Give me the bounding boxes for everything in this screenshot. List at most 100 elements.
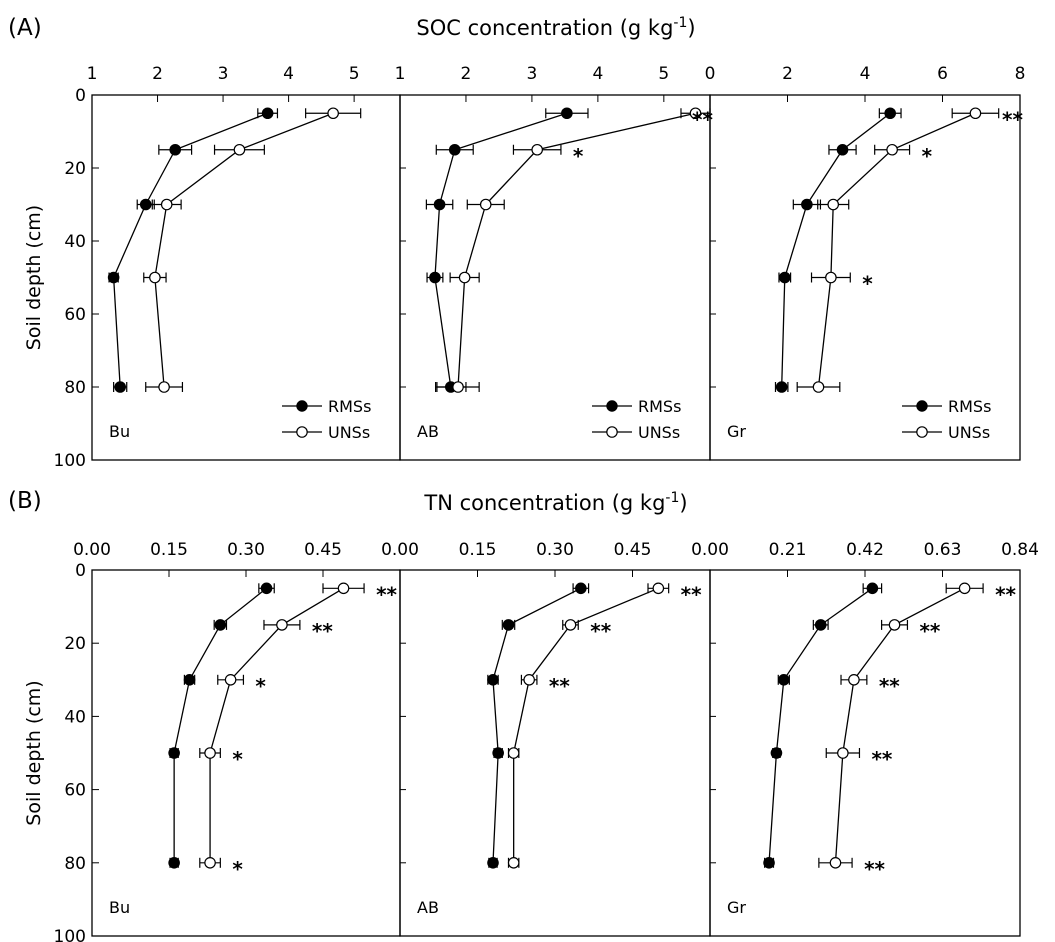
significance-mark: * bbox=[862, 272, 873, 296]
y-tick-label: 100 bbox=[54, 927, 86, 942]
x-tick-label: 0.00 bbox=[381, 540, 419, 560]
significance-mark: ** bbox=[871, 747, 892, 771]
significance-mark: ** bbox=[864, 857, 885, 881]
x-tick-label: 6 bbox=[937, 64, 948, 84]
x-tick-label: 3 bbox=[527, 64, 538, 84]
data-point-unss bbox=[233, 143, 246, 156]
y-tick-label: 40 bbox=[64, 707, 86, 727]
data-point-rmss bbox=[168, 747, 180, 759]
data-point-rmss bbox=[487, 856, 499, 869]
series-line-unss bbox=[154, 112, 334, 388]
site-label: Bu bbox=[109, 422, 130, 441]
legend-marker-unss bbox=[916, 426, 928, 438]
panel-b-tn: (B) TN concentration (g kg-1) Soil depth (… bbox=[8, 488, 1039, 942]
data-point-unss bbox=[848, 673, 860, 686]
significance-mark: ** bbox=[1002, 107, 1023, 131]
data-point-unss bbox=[886, 143, 898, 156]
subplot-ab: 0.00 0.15 0.30 0.45 AB ** ** ** bbox=[381, 540, 711, 937]
x-tick-label: 3 bbox=[218, 64, 229, 84]
y-tick-label: 0 bbox=[75, 561, 86, 581]
data-point-rmss bbox=[260, 582, 273, 595]
data-point-unss bbox=[158, 381, 170, 393]
data-point-unss bbox=[652, 582, 665, 595]
data-point-unss bbox=[958, 582, 971, 595]
site-label: Gr bbox=[727, 422, 746, 441]
x-tick-label: 2 bbox=[152, 64, 163, 84]
data-point-rmss bbox=[139, 198, 152, 211]
panel-label: (B) bbox=[8, 488, 42, 514]
plot-frame bbox=[91, 569, 401, 937]
data-point-unss bbox=[276, 619, 288, 631]
y-tick-label: 60 bbox=[64, 781, 86, 801]
series-line-unss bbox=[834, 587, 965, 863]
x-tick-label: 4 bbox=[860, 64, 871, 84]
data-point-unss bbox=[507, 747, 520, 759]
significance-mark: ** bbox=[681, 582, 702, 606]
data-point-unss bbox=[458, 271, 471, 284]
y-tick-label: 40 bbox=[64, 232, 86, 252]
y-tick-label: 80 bbox=[64, 378, 86, 398]
y-tick-label: 80 bbox=[64, 854, 86, 874]
x-tick-label: 8 bbox=[1015, 64, 1026, 84]
plot-frame bbox=[709, 569, 1021, 937]
data-point-rmss bbox=[169, 143, 182, 156]
significance-mark: ** bbox=[376, 582, 397, 606]
data-point-unss bbox=[204, 747, 216, 759]
data-point-rmss bbox=[487, 673, 499, 686]
data-point-unss bbox=[564, 619, 577, 631]
plot-frame bbox=[399, 569, 711, 937]
site-label: AB bbox=[417, 898, 439, 917]
data-point-rmss bbox=[801, 198, 813, 211]
series-line-unss bbox=[513, 587, 659, 863]
y-tick-label: 100 bbox=[54, 451, 86, 471]
y-tick-label: 60 bbox=[64, 305, 86, 325]
significance-mark: ** bbox=[879, 674, 900, 698]
significance-mark: * bbox=[232, 747, 243, 771]
x-tick-label: 0.42 bbox=[846, 540, 884, 560]
x-tick-label: 5 bbox=[658, 64, 669, 84]
significance-mark: ** bbox=[312, 619, 333, 643]
legend-label-unss: UNSs bbox=[638, 423, 680, 442]
x-tick-label: 0 bbox=[705, 64, 716, 84]
site-label: Gr bbox=[727, 898, 746, 917]
x-tick-label: 0.21 bbox=[769, 540, 807, 560]
legend-label-rmss: RMSs bbox=[638, 397, 681, 416]
data-point-rmss bbox=[763, 856, 775, 869]
significance-mark: ** bbox=[919, 619, 940, 643]
significance-mark: ** bbox=[590, 619, 611, 643]
site-label: AB bbox=[417, 422, 439, 441]
data-point-rmss bbox=[770, 747, 783, 759]
data-point-unss bbox=[337, 582, 350, 595]
legend-marker-rmss bbox=[296, 400, 308, 412]
x-tick-label: 0.63 bbox=[924, 540, 962, 560]
legend-label-unss: UNSs bbox=[328, 423, 370, 442]
data-point-unss bbox=[224, 673, 237, 686]
series-line-rmss bbox=[781, 112, 891, 388]
subplot-gr: 0.00 0.21 0.42 0.63 0.84 Gr ** ** ** ** ** bbox=[691, 540, 1039, 937]
significance-mark: * bbox=[255, 674, 266, 698]
data-point-unss bbox=[531, 143, 543, 156]
data-point-rmss bbox=[866, 582, 879, 595]
y-tick-label: 0 bbox=[75, 86, 86, 106]
data-point-rmss bbox=[433, 198, 446, 211]
data-point-rmss bbox=[775, 381, 788, 393]
legend-label-unss: UNSs bbox=[948, 423, 990, 442]
x-tick-label: 4 bbox=[283, 64, 294, 84]
data-point-unss bbox=[204, 856, 216, 869]
legend-label-rmss: RMSs bbox=[948, 397, 991, 416]
y-tick-label: 20 bbox=[64, 634, 86, 654]
y-axis-title: Soil depth (cm) bbox=[23, 680, 45, 825]
subplot-bu: 1 2 3 4 5 Bu RMSs UNSs bbox=[87, 64, 401, 461]
x-tick-label: 0.84 bbox=[1001, 540, 1039, 560]
significance-mark: * bbox=[922, 144, 933, 168]
data-point-unss bbox=[479, 198, 492, 211]
data-point-rmss bbox=[429, 271, 441, 284]
data-point-unss bbox=[523, 673, 535, 686]
significance-mark: ** bbox=[995, 582, 1016, 606]
x-axis-title: TN concentration (g kg-1) bbox=[423, 490, 687, 515]
x-tick-label: 0.00 bbox=[73, 540, 111, 560]
x-tick-label: 0.30 bbox=[536, 540, 574, 560]
data-point-rmss bbox=[183, 673, 196, 686]
